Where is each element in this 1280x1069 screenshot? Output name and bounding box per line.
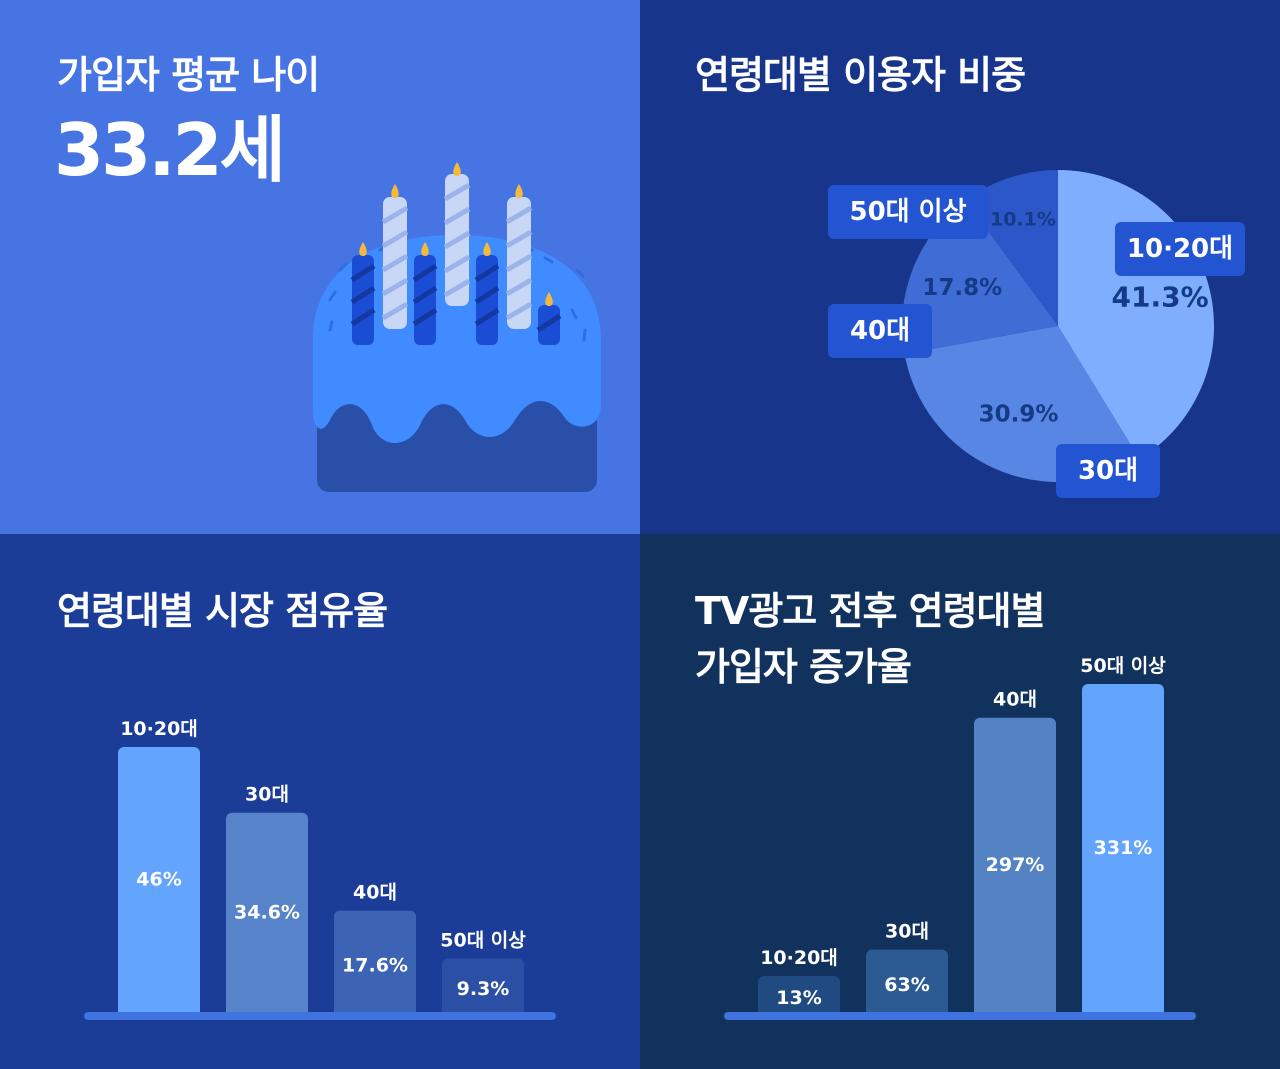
- bar-baseline: [724, 1012, 1196, 1020]
- bar-chart-2-title-line2: 가입자 증가율: [695, 645, 912, 689]
- avg-age-panel: 가입자 평균 나이 33.2세: [0, 0, 640, 534]
- growth-rate-panel: TV광고 전후 연령대별 가입자 증가율 10·20대 13% 30대 63% 40대 2…: [640, 534, 1280, 1069]
- bar-chart-2-title-line1: TV광고 전후 연령대별: [695, 589, 1045, 633]
- age-share-panel: 연령대별 이용자 비중 41.3% 30.9% 17.8% 10.1% 10·20대 30…: [640, 0, 1280, 534]
- pie-value-label-4: 10.1%: [990, 208, 1056, 230]
- bar-category-label-2: 30대: [885, 921, 929, 943]
- bar-value-label-2: 63%: [884, 974, 929, 996]
- avg-age-value: 33.2세: [54, 108, 286, 192]
- bar-1: [758, 976, 840, 1018]
- bar-category-label-4: 50대 이상: [1080, 655, 1166, 677]
- bar-value-label-1: 13%: [776, 987, 821, 1009]
- bar-category-label-3: 40대: [993, 689, 1037, 711]
- bar-category-label-4: 50대 이상: [440, 929, 526, 951]
- pie-category-box-2: [1056, 444, 1160, 498]
- bar-category-label-3: 40대: [353, 882, 397, 904]
- birthday-cake-icon: [313, 162, 601, 492]
- avg-age-title: 가입자 평균 나이: [57, 53, 320, 97]
- bar-value-label-3: 17.6%: [342, 954, 408, 976]
- pie-chart-title: 연령대별 이용자 비중: [695, 53, 1026, 97]
- market-share-panel: 연령대별 시장 점유율 10·20대 46% 30대 34.6% 40대 17.6% 50대…: [0, 534, 640, 1069]
- pie-value-label-3: 17.8%: [922, 275, 1002, 301]
- pie-category-box-4: [828, 185, 988, 239]
- bar-4: [442, 958, 524, 1018]
- bar-2: [866, 949, 948, 1018]
- pie-category-box-3: [828, 304, 932, 358]
- pie-value-label-2: 30.9%: [979, 401, 1059, 427]
- bar-2: [226, 812, 308, 1018]
- bar-3: [334, 910, 416, 1018]
- bar-chart-1-title: 연령대별 시장 점유율: [57, 589, 388, 633]
- growth-rate-bar-chart: 10·20대 13% 30대 63% 40대 297% 50대 이상 331%: [724, 655, 1196, 1020]
- bar-4: [1082, 684, 1164, 1018]
- bar-category-label-1: 10·20대: [760, 947, 838, 969]
- market-share-bar-chart: 10·20대 46% 30대 34.6% 40대 17.6% 50대 이상 9.3%: [84, 718, 556, 1020]
- bar-value-label-4: 331%: [1094, 837, 1153, 859]
- pie-slice-4: [965, 170, 1058, 326]
- pie-category-label-2: 30대: [1078, 456, 1138, 486]
- bar-category-label-2: 30대: [245, 784, 289, 806]
- bar-value-label-2: 34.6%: [234, 901, 300, 923]
- bar-value-label-3: 297%: [986, 854, 1045, 876]
- pie-slice-2: [904, 326, 1140, 482]
- pie-value-label-1: 41.3%: [1112, 281, 1209, 314]
- bar-baseline: [84, 1012, 556, 1020]
- pie-chart: 41.3% 30.9% 17.8% 10.1% 10·20대 30대 40대 50대 이상: [828, 170, 1245, 498]
- pie-category-label-1: 10·20대: [1127, 234, 1233, 264]
- pie-category-label-3: 40대: [850, 316, 910, 346]
- bar-3: [974, 717, 1056, 1018]
- bar-value-label-4: 9.3%: [457, 978, 510, 1000]
- bar-value-label-1: 46%: [136, 869, 181, 891]
- bar-1: [118, 747, 200, 1018]
- pie-category-label-4: 50대 이상: [850, 197, 967, 227]
- bar-category-label-1: 10·20대: [120, 718, 198, 740]
- pie-category-box-1: [1115, 222, 1245, 276]
